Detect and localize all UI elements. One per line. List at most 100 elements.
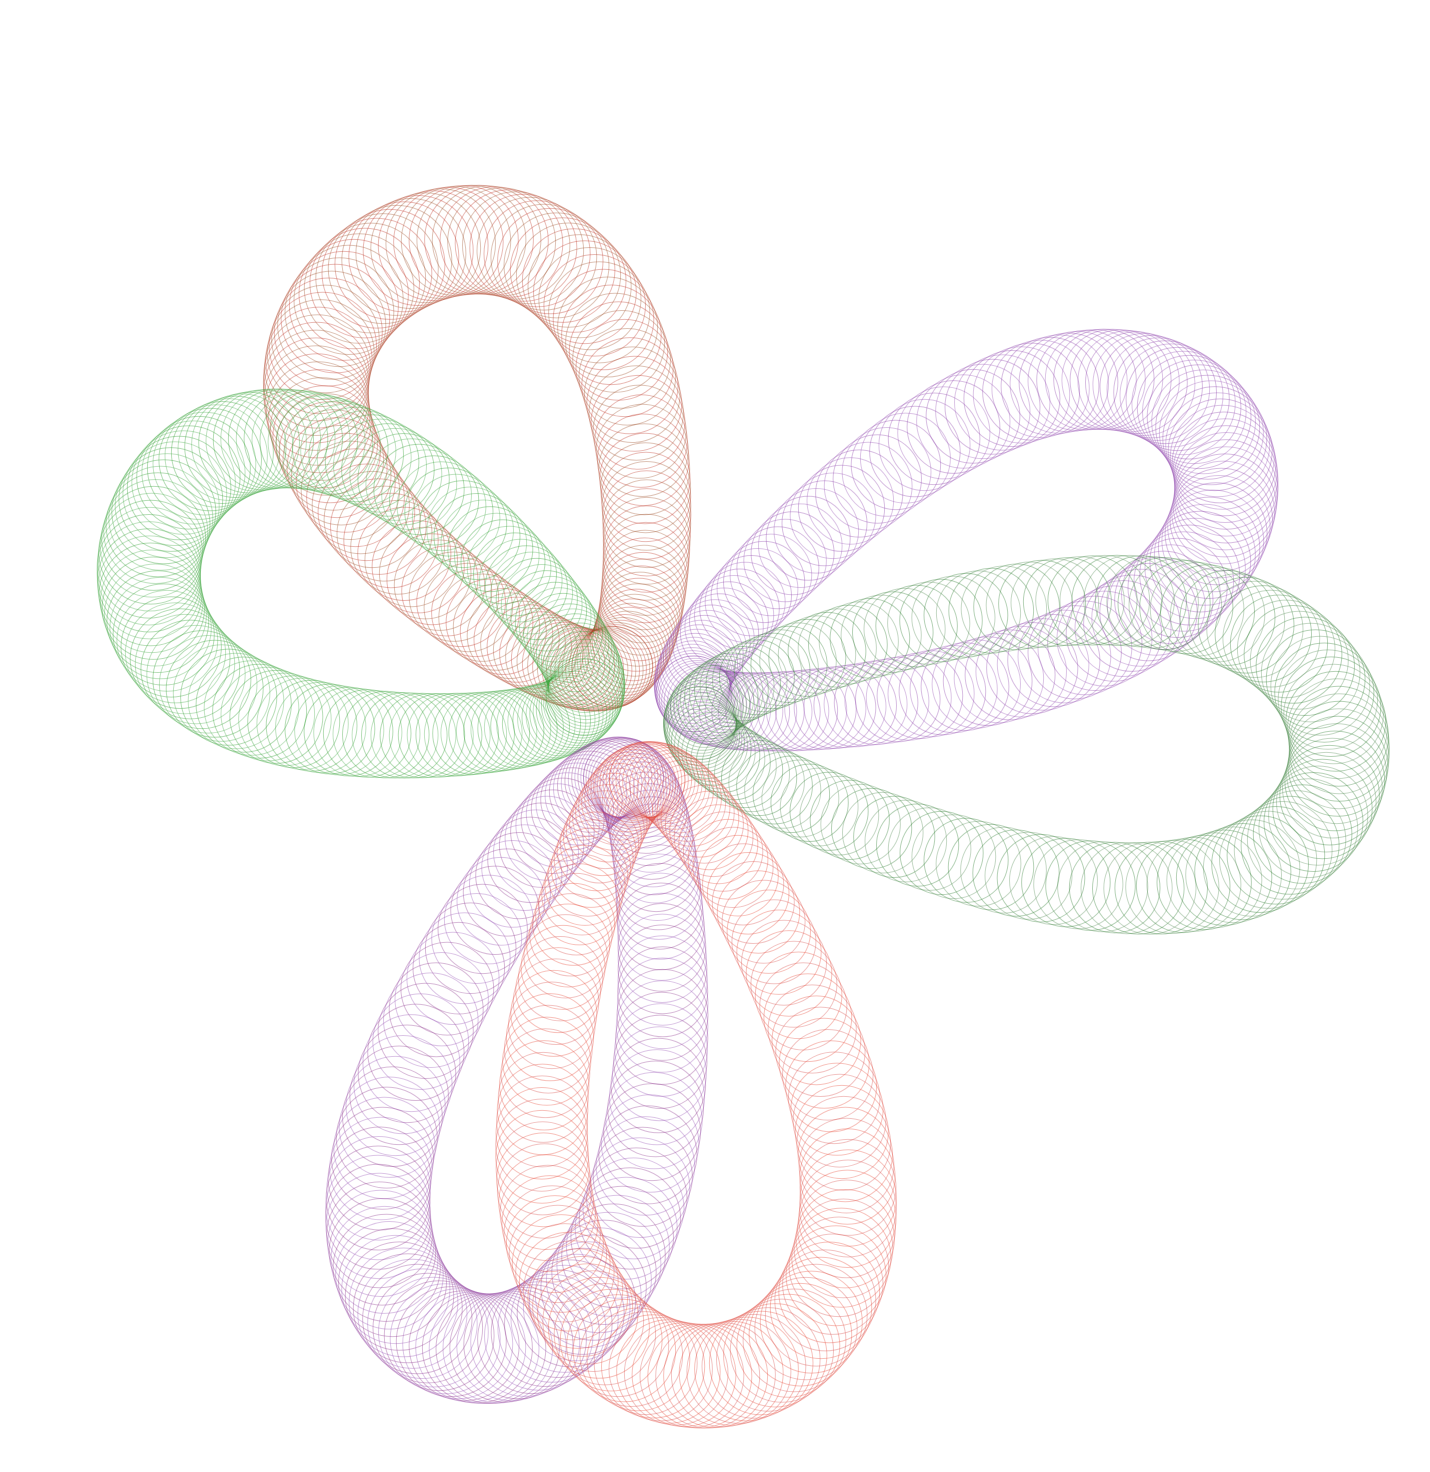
spiro-circle <box>791 1207 892 1308</box>
spiro-circle <box>129 608 231 709</box>
spiro-circle <box>365 438 458 531</box>
spiro-circle <box>97 535 202 640</box>
spiro-circle <box>654 643 731 721</box>
spiro-circle <box>672 604 751 684</box>
spiro-circle <box>523 592 603 673</box>
spiro-circle <box>515 783 600 868</box>
spiro-circle <box>116 589 219 692</box>
spiro-circle <box>797 608 877 688</box>
spiro-circle <box>367 1003 465 1102</box>
spiro-circle <box>706 852 790 935</box>
spiro-circle <box>606 777 689 860</box>
spiro-circle <box>103 479 209 584</box>
spiro-circle <box>763 973 853 1063</box>
spiro-circle <box>855 656 941 743</box>
spiro-circle <box>172 644 271 742</box>
spiro-circle <box>330 478 427 575</box>
spiro-circle <box>561 1203 666 1308</box>
spiro-circle <box>1286 723 1388 825</box>
spiro-circle <box>515 222 622 328</box>
spiro-circle <box>571 737 653 819</box>
spiro-circle <box>554 629 637 712</box>
spiro-circle <box>859 412 951 504</box>
spiro-circle <box>565 790 645 870</box>
spiro-circle <box>1021 837 1111 928</box>
spiro-circle <box>603 766 686 849</box>
spiro-circle <box>503 1185 601 1283</box>
spiro-circle <box>455 690 538 773</box>
spiro-circle <box>710 555 792 637</box>
spiro-circle <box>263 321 371 429</box>
spiro-circle <box>544 661 622 739</box>
spiro-circle <box>1009 836 1098 925</box>
spiro-circle <box>982 342 1081 441</box>
spiro-circle <box>290 424 392 526</box>
spiro-circle <box>1146 364 1252 470</box>
upper-left-lobe <box>262 184 692 712</box>
spiro-circle <box>594 746 676 828</box>
spiro-circle <box>265 679 358 772</box>
spiro-circle <box>556 811 637 892</box>
spiro-circle <box>540 758 623 841</box>
spiro-circle <box>764 1263 868 1367</box>
spiro-circle <box>450 865 540 955</box>
spiro-circle <box>373 443 465 536</box>
spiro-circle <box>1288 693 1390 795</box>
spiro-circle <box>547 835 629 917</box>
spiro-circle <box>101 485 207 591</box>
spiro-circle <box>610 1037 707 1134</box>
spiro-circle <box>378 526 472 620</box>
spiro-circle <box>300 440 401 540</box>
spiro-circle <box>538 668 617 747</box>
spiro-circle <box>114 453 220 559</box>
spiro-circle <box>343 492 439 589</box>
spiro-circle <box>765 495 851 581</box>
spiro-circle <box>769 1256 873 1360</box>
spiro-circle <box>282 409 385 511</box>
spiro-circle <box>497 207 604 315</box>
spiro-circle <box>352 1253 463 1364</box>
spiro-circle <box>557 744 639 827</box>
spiro-circle <box>588 365 684 461</box>
spiro-circle <box>415 1291 527 1403</box>
spiro-circle <box>515 1223 615 1323</box>
spiro-circle <box>799 1138 897 1236</box>
spiro-circle <box>1059 554 1151 646</box>
spiro-circle <box>674 708 748 783</box>
spiro-circle <box>1121 544 1221 645</box>
spiro-circle <box>396 461 487 552</box>
spiro-circle <box>532 882 616 966</box>
spiro-circle <box>1114 550 1214 650</box>
spiro-circle <box>327 213 439 325</box>
spiro-circle <box>466 525 552 611</box>
spiro-circle <box>481 824 568 911</box>
spiro-circle <box>454 189 564 298</box>
spiro-circle <box>353 1035 453 1135</box>
spiro-circle <box>575 772 654 851</box>
spiro-circle <box>1233 801 1333 900</box>
spiro-circle <box>818 601 899 682</box>
spiro-circle <box>887 581 971 665</box>
spiro-circle <box>582 1157 685 1260</box>
spiro-circle <box>406 693 491 777</box>
spiro-circle <box>570 1185 675 1290</box>
spiro-circle <box>660 778 740 858</box>
spiro-circle <box>899 810 984 896</box>
spiro-circle <box>1136 354 1242 460</box>
spiro-circle <box>345 1055 446 1157</box>
spiro-circle <box>544 844 626 926</box>
spiro-circle <box>655 1323 761 1429</box>
spiro-circle <box>669 790 749 871</box>
spiro-circle <box>673 797 754 878</box>
spiro-circle <box>548 750 632 833</box>
spiro-circle <box>99 492 205 598</box>
spiro-circle <box>122 441 228 547</box>
spiro-circle <box>598 1105 698 1205</box>
spiro-circle <box>499 1164 596 1262</box>
spiro-circle <box>829 598 911 679</box>
spiro-circle <box>833 660 919 746</box>
spiro-circle <box>571 625 654 708</box>
spiro-circle <box>124 602 227 704</box>
spiro-circle <box>662 619 741 698</box>
spiro-circle <box>477 688 558 769</box>
